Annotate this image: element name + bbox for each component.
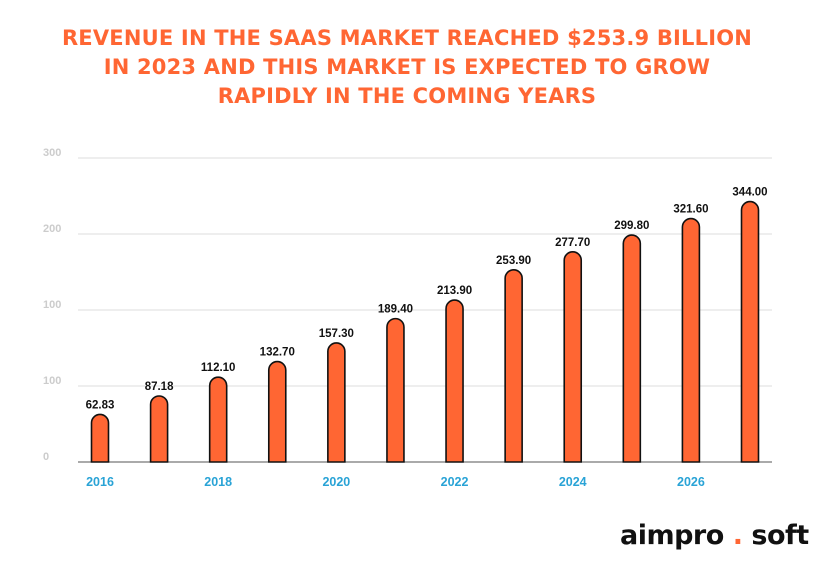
bar-value-label: 112.10	[201, 362, 236, 374]
logo-part-soft: soft	[751, 520, 809, 551]
bar	[90, 413, 110, 463]
title-line-3: RAPIDLY IN THE COMING YEARS	[217, 84, 597, 108]
y-tick-label: 200	[43, 223, 61, 235]
bar-value-label: 157.30	[319, 328, 354, 340]
bar-value-label: 253.90	[496, 255, 531, 267]
bar-value-label: 321.60	[673, 204, 708, 216]
title-line-2: IN 2023 AND THIS MARKET IS EXPECTED TO G…	[103, 55, 711, 79]
title-line-1: REVENUE IN THE SAAS MARKET REACHED $253.…	[61, 26, 753, 50]
bar-value-label: 277.70	[555, 237, 590, 249]
x-tick-label: 2020	[322, 475, 350, 489]
x-tick-label: 2016	[86, 475, 114, 489]
y-tick-label: 100	[43, 375, 61, 387]
bar	[445, 299, 464, 463]
bar	[563, 251, 583, 463]
bar	[386, 317, 405, 463]
bar-value-label: 213.90	[437, 285, 472, 297]
bar	[267, 360, 287, 463]
x-tick-label: 2022	[441, 475, 469, 489]
bar-value-label: 299.80	[614, 220, 649, 232]
bar-value-label: 132.70	[260, 347, 295, 359]
bar-value-label: 87.18	[145, 381, 174, 393]
bar-value-label: 344.00	[732, 187, 767, 199]
x-tick-label: 2026	[677, 475, 705, 489]
x-tick-label: 2018	[204, 475, 232, 489]
chart-title: REVENUE IN THE SAAS MARKET REACHED $253.…	[0, 24, 814, 111]
bar	[208, 376, 228, 463]
bar	[504, 269, 523, 463]
logo-part-aimpro: aimpro	[620, 520, 724, 551]
bar	[622, 234, 642, 463]
bar-value-label: 189.40	[378, 304, 413, 316]
bar	[681, 217, 701, 463]
bar	[149, 395, 169, 463]
y-tick-label: 0	[43, 451, 49, 463]
bar	[740, 200, 760, 463]
bar-value-label: 62.83	[86, 399, 115, 411]
logo-dot: .	[732, 520, 743, 551]
x-tick-label: 2024	[559, 475, 587, 489]
y-tick-label: 100	[43, 299, 61, 311]
brand-logo: aimpro . soft	[620, 520, 809, 551]
bar	[327, 342, 346, 463]
y-tick-label: 300	[43, 147, 61, 159]
